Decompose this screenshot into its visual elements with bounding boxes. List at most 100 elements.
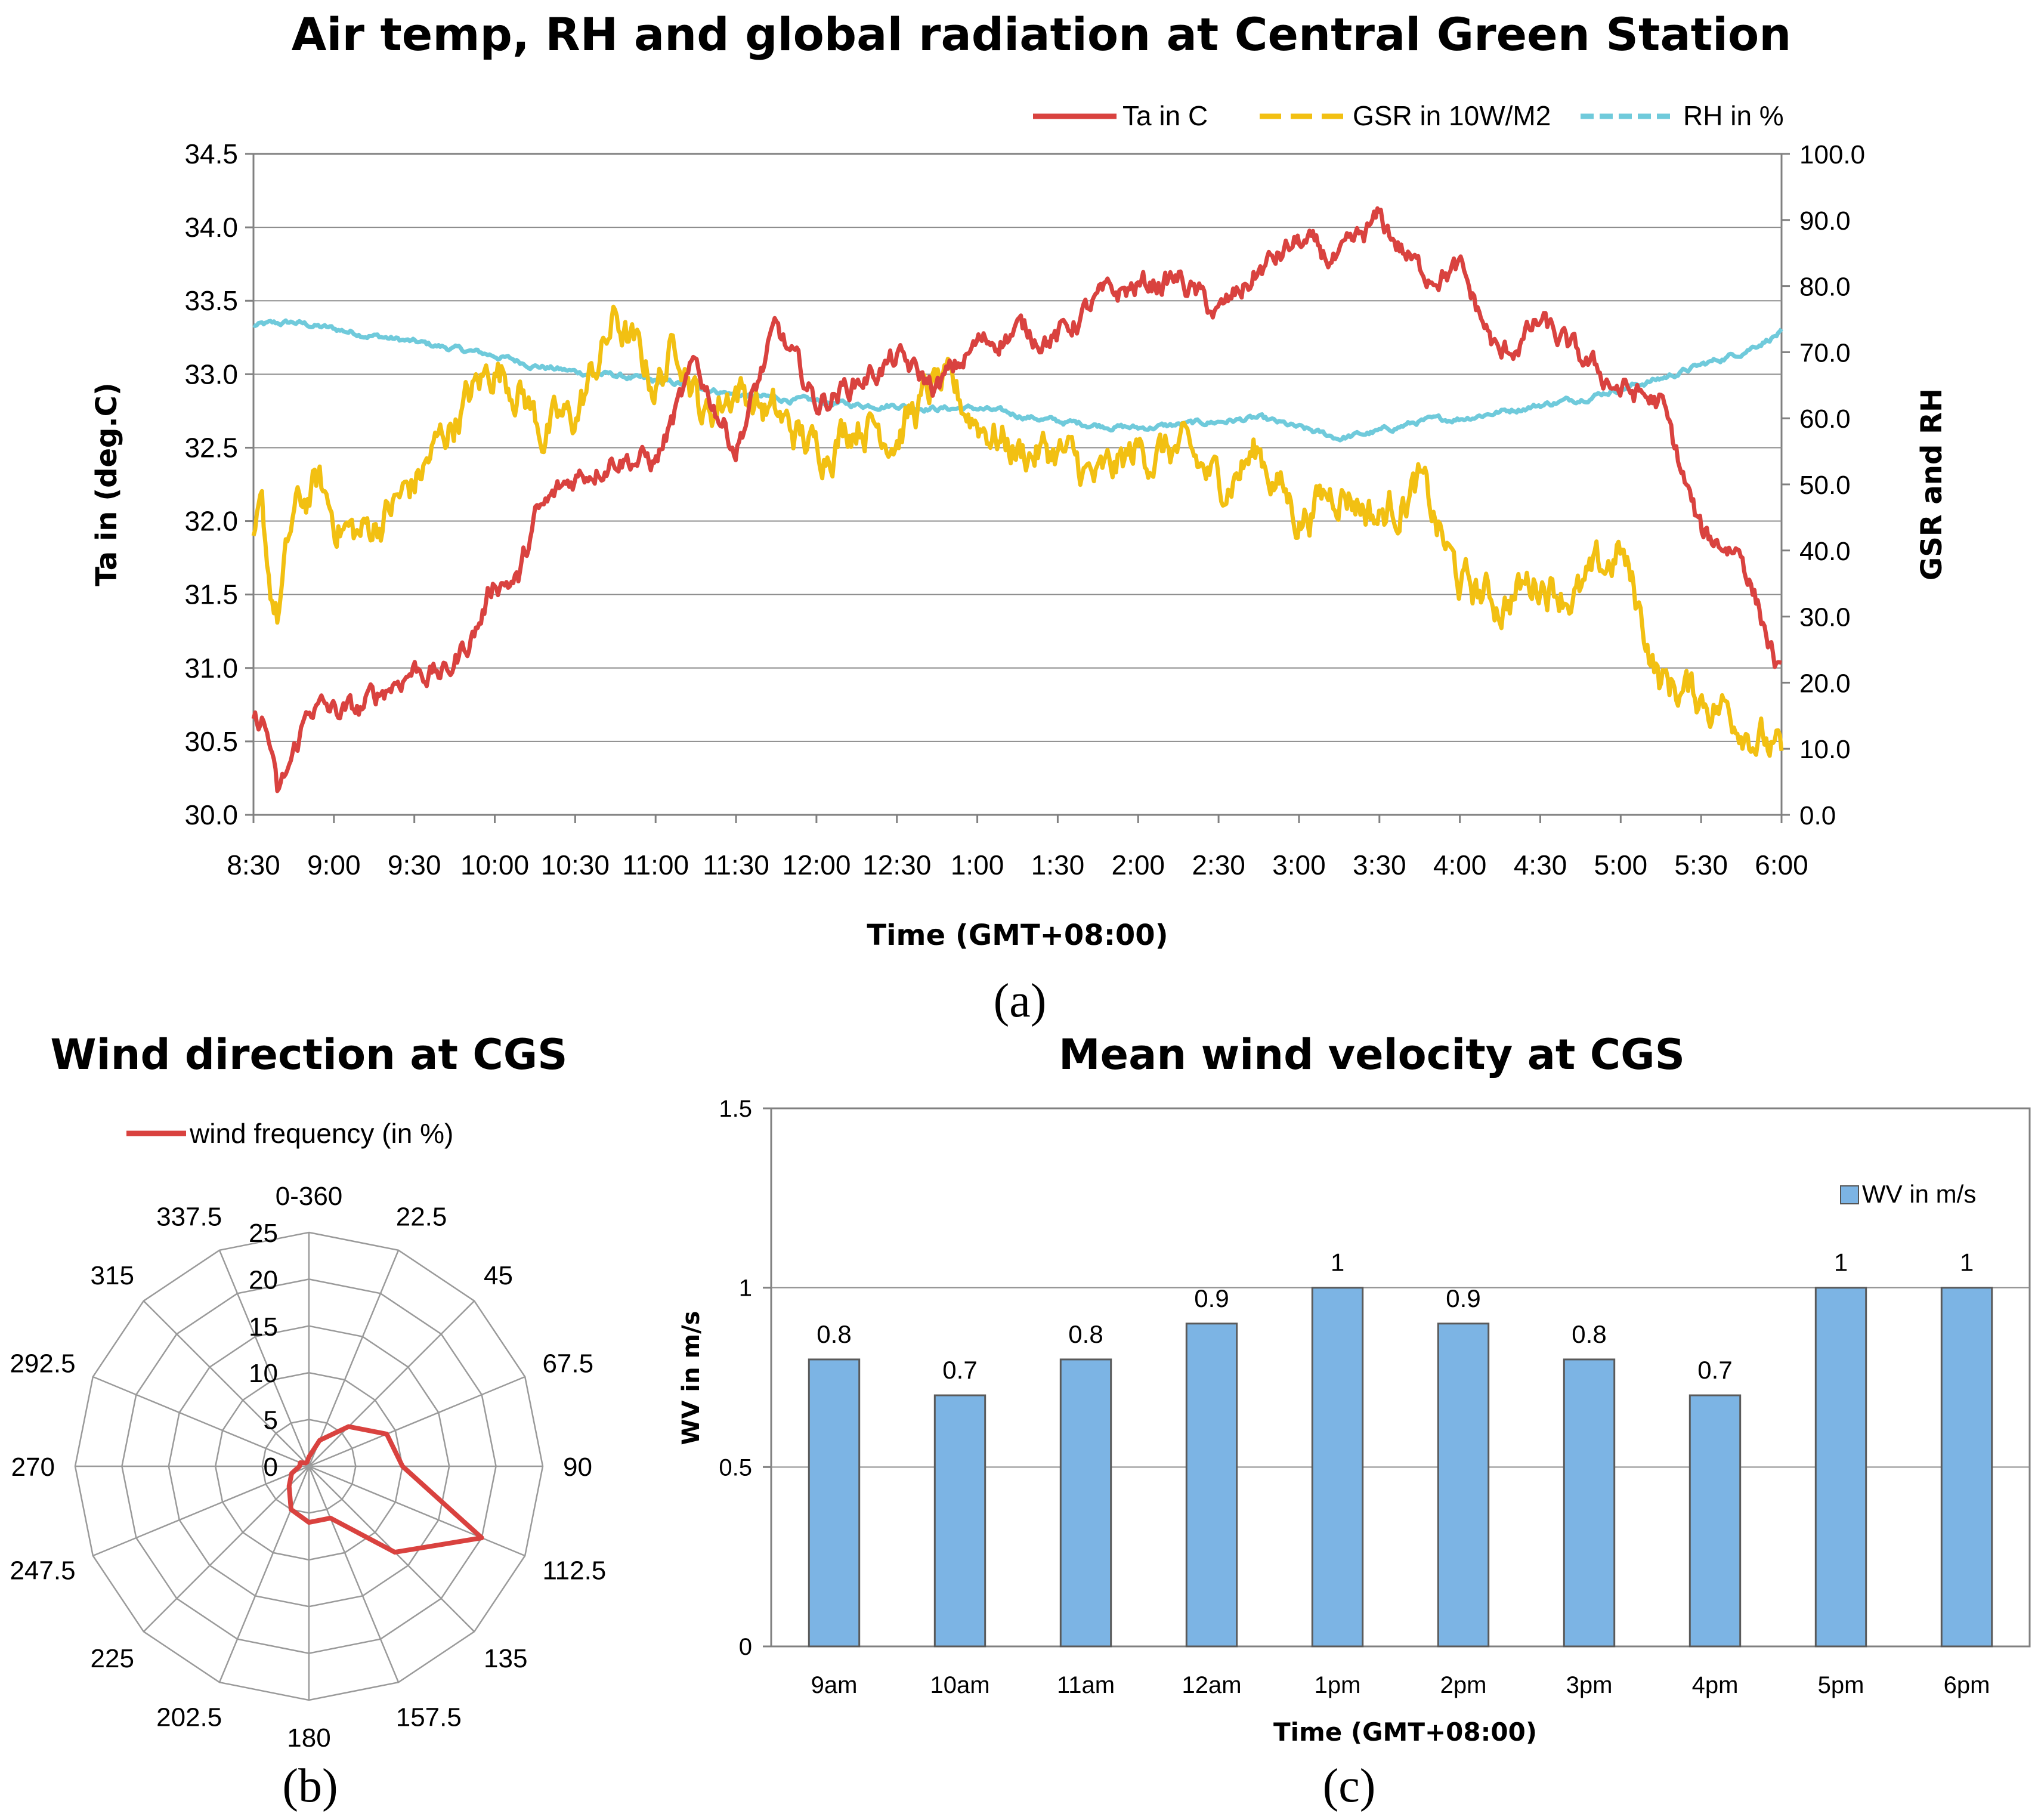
x-tick-label: 11:00	[622, 849, 689, 880]
bar-value-label: 0.8	[1068, 1320, 1103, 1348]
x-tick-label: 3:30	[1353, 849, 1406, 880]
x-tick-label: 10am	[930, 1672, 989, 1698]
y-tick-label: 34.0	[184, 212, 238, 243]
y-tick-label: 32.5	[184, 432, 238, 463]
y-tick-label: 30.0	[184, 799, 238, 830]
chart-a-plot-area	[252, 153, 1783, 816]
direction-label: 180	[287, 1723, 330, 1753]
chart-a-y-axis-label: Ta in (deg.C)	[90, 382, 123, 586]
y-tick-label: 1.5	[719, 1096, 752, 1122]
x-tick-label: 6:00	[1755, 849, 1808, 880]
x-tick-label: 2pm	[1440, 1672, 1487, 1698]
x-tick-label: 4:30	[1514, 849, 1567, 880]
bar-2pm	[1437, 1322, 1490, 1648]
y-tick-label: 34.5	[184, 138, 238, 169]
x-tick-label: 3:00	[1272, 849, 1326, 880]
y-tick-label: 33.5	[184, 285, 238, 316]
bar-value-label: 0.8	[1572, 1320, 1606, 1348]
y2-tick-label: 0.0	[1799, 801, 1836, 830]
radar-spoke	[92, 1376, 310, 1467]
y-tick-label: 1	[739, 1275, 752, 1302]
bar-value-label: 1	[1960, 1249, 1974, 1277]
legend-gsr-label: GSR in 10W/M2	[1353, 100, 1551, 131]
radar-spoke	[308, 1250, 400, 1467]
x-tick-label: 2:00	[1111, 849, 1165, 880]
chart-c-x-axis-label: Time (GMT+08:00)	[1273, 1717, 1537, 1747]
x-tick-label: 1:30	[1031, 849, 1085, 880]
chart-c-x-ticks: 9am 10am 11am 12am 1pm 2pm 3pm 4pm 5pm 6pm	[811, 1672, 1990, 1698]
radar-spoke	[143, 1466, 310, 1633]
x-tick-label: 12am	[1182, 1672, 1241, 1698]
legend-rh-label: RH in %	[1683, 100, 1784, 131]
y2-tick-label: 70.0	[1799, 338, 1851, 367]
y2-tick-label: 20.0	[1799, 669, 1851, 698]
chart-c-y-ticks: 0 0.5 1 1.5	[719, 1096, 771, 1660]
x-tick-label: 9:30	[388, 849, 441, 880]
bar-3pm	[1563, 1358, 1616, 1648]
y-tick-label: 31.0	[184, 653, 238, 684]
x-tick-label: 8:30	[227, 849, 280, 880]
panel-c-label: (c)	[1323, 1760, 1376, 1812]
x-tick-label: 5:30	[1674, 849, 1728, 880]
y2-tick-label: 60.0	[1799, 404, 1851, 434]
radar-spoke	[92, 1465, 310, 1557]
y-tick-label: 32.0	[184, 506, 238, 537]
x-tick-label: 4pm	[1692, 1672, 1739, 1698]
y-tick-label: 0.5	[719, 1454, 752, 1481]
chart-c-y-axis-label: WV in m/s	[678, 1311, 705, 1445]
bar-5pm	[1814, 1287, 1867, 1648]
x-tick-label: 11:30	[703, 849, 769, 880]
direction-label: 0-360	[276, 1182, 343, 1211]
chart-a-y-ticks: 30.0 30.5 31.0 31.5 32.0 32.5 33.0 33.5 34.0 34.5	[184, 138, 253, 830]
direction-label: 292.5	[10, 1349, 75, 1378]
bar-6pm	[1940, 1287, 1993, 1648]
radial-tick-label: 15	[249, 1312, 278, 1342]
x-tick-label: 10:00	[460, 849, 529, 880]
y2-tick-label: 50.0	[1799, 471, 1851, 500]
series-line-gsr	[251, 304, 1784, 758]
chart-c-title: Mean wind velocity at CGS	[1059, 1030, 1685, 1079]
panel-a-label: (a)	[994, 975, 1047, 1027]
direction-label: 22.5	[396, 1203, 447, 1232]
bar-value-label: 0.9	[1194, 1284, 1229, 1312]
y-tick-label: 30.5	[184, 726, 238, 757]
series-line-rh	[252, 318, 1783, 443]
panel-a-chart: Air temp, RH and global radiation at Cen…	[90, 8, 1949, 1027]
bar-value-label: 1	[1834, 1249, 1848, 1277]
radial-tick-label: 25	[249, 1219, 278, 1248]
y-tick-label: 33.0	[184, 359, 238, 390]
bar-12am	[1185, 1322, 1238, 1648]
direction-label: 337.5	[156, 1203, 222, 1232]
x-tick-label: 11am	[1057, 1672, 1115, 1698]
bar-11am	[1059, 1358, 1112, 1648]
bar-10am	[933, 1394, 986, 1648]
y2-tick-label: 40.0	[1799, 537, 1851, 566]
panel-b-label: (b)	[282, 1760, 338, 1812]
chart-b-series	[286, 1424, 484, 1555]
radial-tick-label: 5	[264, 1406, 278, 1435]
chart-a-title: Air temp, RH and global radiation at Cen…	[292, 8, 1792, 61]
direction-label: 112.5	[542, 1556, 606, 1586]
radar-spoke	[308, 1465, 525, 1557]
direction-label: 315	[91, 1261, 134, 1290]
radar-spoke	[308, 1300, 475, 1467]
legend-wind-label: wind frequency (in %)	[189, 1118, 453, 1149]
x-tick-label: 1:00	[951, 849, 1004, 880]
legend-wv-label: WV in m/s	[1862, 1180, 1976, 1208]
x-tick-label: 9am	[811, 1672, 858, 1698]
y-tick-label: 0	[739, 1634, 752, 1660]
y2-tick-label: 10.0	[1799, 735, 1851, 764]
radial-tick-label: 0	[264, 1453, 278, 1482]
chart-a-series-lines	[251, 206, 1784, 793]
direction-label: 202.5	[156, 1702, 222, 1732]
bar-1pm	[1311, 1287, 1364, 1648]
x-tick-label: 9:00	[307, 849, 361, 880]
series-line-ta	[251, 206, 1782, 793]
x-tick-label: 2:30	[1192, 849, 1245, 880]
radial-tick-label: 10	[249, 1359, 278, 1388]
chart-b-radial-ticks: 0 5 10 15 20 25	[249, 1219, 278, 1482]
chart-c-bars: 0.8 0.7 0.8 0.9 1 0.9 0.8 0.7 1 1	[808, 1249, 1993, 1648]
x-tick-label: 4:00	[1433, 849, 1487, 880]
direction-label: 135	[484, 1644, 527, 1673]
x-tick-label: 5pm	[1818, 1672, 1864, 1698]
